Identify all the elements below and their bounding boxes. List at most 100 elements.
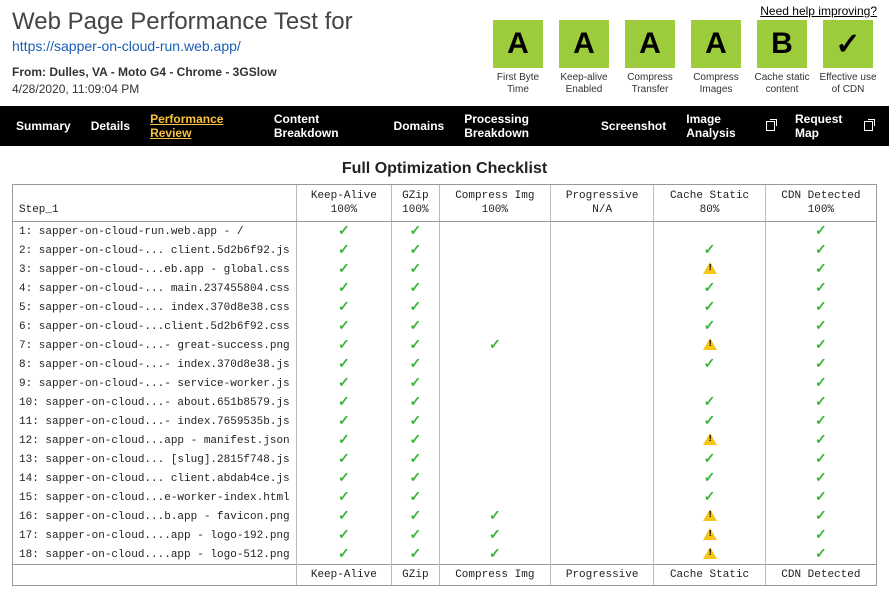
cell: ✓ bbox=[765, 431, 876, 450]
nav-processing-breakdown[interactable]: Processing Breakdown bbox=[454, 106, 591, 146]
cell: ✓ bbox=[439, 336, 550, 355]
table-row: 4: sapper-on-cloud-... main.237455804.cs… bbox=[13, 279, 876, 298]
col-header: Keep-Alive100% bbox=[296, 185, 391, 222]
check-icon: ✓ bbox=[338, 300, 350, 316]
check-icon: ✓ bbox=[704, 452, 716, 468]
nav-label: Image Analysis bbox=[686, 112, 762, 140]
cell: ✓ bbox=[765, 507, 876, 526]
cell bbox=[550, 260, 653, 279]
cell: ✓ bbox=[392, 260, 440, 279]
check-icon: ✓ bbox=[815, 224, 827, 240]
nav-image-analysis[interactable]: Image Analysis bbox=[676, 106, 785, 146]
table-row: 9: sapper-on-cloud-...- service-worker.j… bbox=[13, 374, 876, 393]
grade-2: ACompress Transfer bbox=[621, 20, 679, 96]
help-link[interactable]: Need help improving? bbox=[760, 4, 877, 18]
checklist-title: Full Optimization Checklist bbox=[0, 160, 889, 178]
cell bbox=[550, 412, 653, 431]
cell: ✓ bbox=[765, 355, 876, 374]
nav-summary[interactable]: Summary bbox=[6, 106, 81, 146]
cell: ✓ bbox=[654, 355, 765, 374]
nav-bar: SummaryDetails Performance Review Content … bbox=[0, 106, 889, 146]
row-label: 7: sapper-on-cloud-...- great-success.pn… bbox=[13, 336, 296, 355]
nav-details[interactable]: Details bbox=[81, 106, 140, 146]
cell: ✓ bbox=[765, 279, 876, 298]
check-icon: ✓ bbox=[409, 281, 421, 297]
check-icon: ✓ bbox=[815, 528, 827, 544]
row-label: 6: sapper-on-cloud-...client.5d2b6f92.cs… bbox=[13, 317, 296, 336]
nav-content-breakdown[interactable]: Content Breakdown bbox=[264, 106, 384, 146]
nav-domains[interactable]: Domains bbox=[384, 106, 455, 146]
cell: ✓ bbox=[392, 488, 440, 507]
cell bbox=[654, 222, 765, 242]
cell: ✓ bbox=[765, 336, 876, 355]
row-label: 1: sapper-on-cloud-run.web.app - / bbox=[13, 222, 296, 242]
cell: ✓ bbox=[765, 222, 876, 242]
nav-performance-review[interactable]: Performance Review bbox=[140, 106, 264, 146]
check-icon: ✓ bbox=[409, 300, 421, 316]
cell bbox=[550, 488, 653, 507]
col-header: GZip100% bbox=[392, 185, 440, 222]
check-icon: ✓ bbox=[704, 319, 716, 335]
nav-label: Request Map bbox=[795, 112, 860, 140]
nav-request-map[interactable]: Request Map bbox=[785, 106, 883, 146]
nav-label: Performance Review bbox=[150, 112, 254, 140]
grade-5: ✓Effective use of CDN bbox=[819, 20, 877, 96]
cell bbox=[439, 393, 550, 412]
cell bbox=[654, 374, 765, 393]
cell: ✓ bbox=[296, 336, 391, 355]
cell: ✓ bbox=[392, 317, 440, 336]
check-icon: ✓ bbox=[338, 376, 350, 392]
cell: ✓ bbox=[296, 526, 391, 545]
check-icon: ✓ bbox=[338, 528, 350, 544]
check-icon: ✓ bbox=[815, 319, 827, 335]
footer-cell bbox=[13, 565, 296, 586]
cell bbox=[439, 260, 550, 279]
row-label: 5: sapper-on-cloud-... index.370d8e38.cs… bbox=[13, 298, 296, 317]
cell bbox=[654, 260, 765, 279]
check-icon: ✓ bbox=[338, 243, 350, 259]
cell: ✓ bbox=[654, 317, 765, 336]
cell: ✓ bbox=[654, 412, 765, 431]
footer-cell: CDN Detected bbox=[765, 565, 876, 586]
check-icon: ✓ bbox=[704, 300, 716, 316]
row-label: 2: sapper-on-cloud-... client.5d2b6f92.j… bbox=[13, 241, 296, 260]
check-icon: ✓ bbox=[704, 243, 716, 259]
row-label: 17: sapper-on-cloud....app - logo-192.pn… bbox=[13, 526, 296, 545]
grade-3: ACompress Images bbox=[687, 20, 745, 96]
cell bbox=[439, 222, 550, 242]
cell: ✓ bbox=[439, 545, 550, 565]
footer-cell: Cache Static bbox=[654, 565, 765, 586]
cell bbox=[654, 431, 765, 450]
cell: ✓ bbox=[296, 431, 391, 450]
cell bbox=[439, 450, 550, 469]
grade-label: Cache static content bbox=[753, 72, 811, 96]
cell: ✓ bbox=[392, 545, 440, 565]
check-icon: ✓ bbox=[338, 338, 350, 354]
cell: ✓ bbox=[296, 393, 391, 412]
check-icon: ✓ bbox=[489, 528, 501, 544]
table-row: 3: sapper-on-cloud-...eb.app - global.cs… bbox=[13, 260, 876, 279]
cell bbox=[439, 469, 550, 488]
grade-box: A bbox=[559, 20, 609, 68]
cell bbox=[654, 545, 765, 565]
cell bbox=[654, 526, 765, 545]
check-icon: ✓ bbox=[338, 262, 350, 278]
cell: ✓ bbox=[654, 450, 765, 469]
grade-box: A bbox=[493, 20, 543, 68]
cell: ✓ bbox=[296, 355, 391, 374]
check-icon: ✓ bbox=[489, 338, 501, 354]
col-header: ProgressiveN/A bbox=[550, 185, 653, 222]
check-icon: ✓ bbox=[815, 243, 827, 259]
grade-label: Compress Transfer bbox=[621, 72, 679, 96]
cell: ✓ bbox=[654, 488, 765, 507]
table-row: 8: sapper-on-cloud-...- index.370d8e38.j… bbox=[13, 355, 876, 374]
nav-screenshot[interactable]: Screenshot bbox=[591, 106, 676, 146]
table-row: 13: sapper-on-cloud... [slug].2815f748.j… bbox=[13, 450, 876, 469]
cell: ✓ bbox=[296, 298, 391, 317]
check-icon: ✓ bbox=[409, 433, 421, 449]
footer-cell: GZip bbox=[392, 565, 440, 586]
timestamp: 4/28/2020, 11:09:04 PM bbox=[12, 82, 139, 96]
grade-4: BCache static content bbox=[753, 20, 811, 96]
check-icon: ✓ bbox=[704, 395, 716, 411]
cell bbox=[439, 241, 550, 260]
